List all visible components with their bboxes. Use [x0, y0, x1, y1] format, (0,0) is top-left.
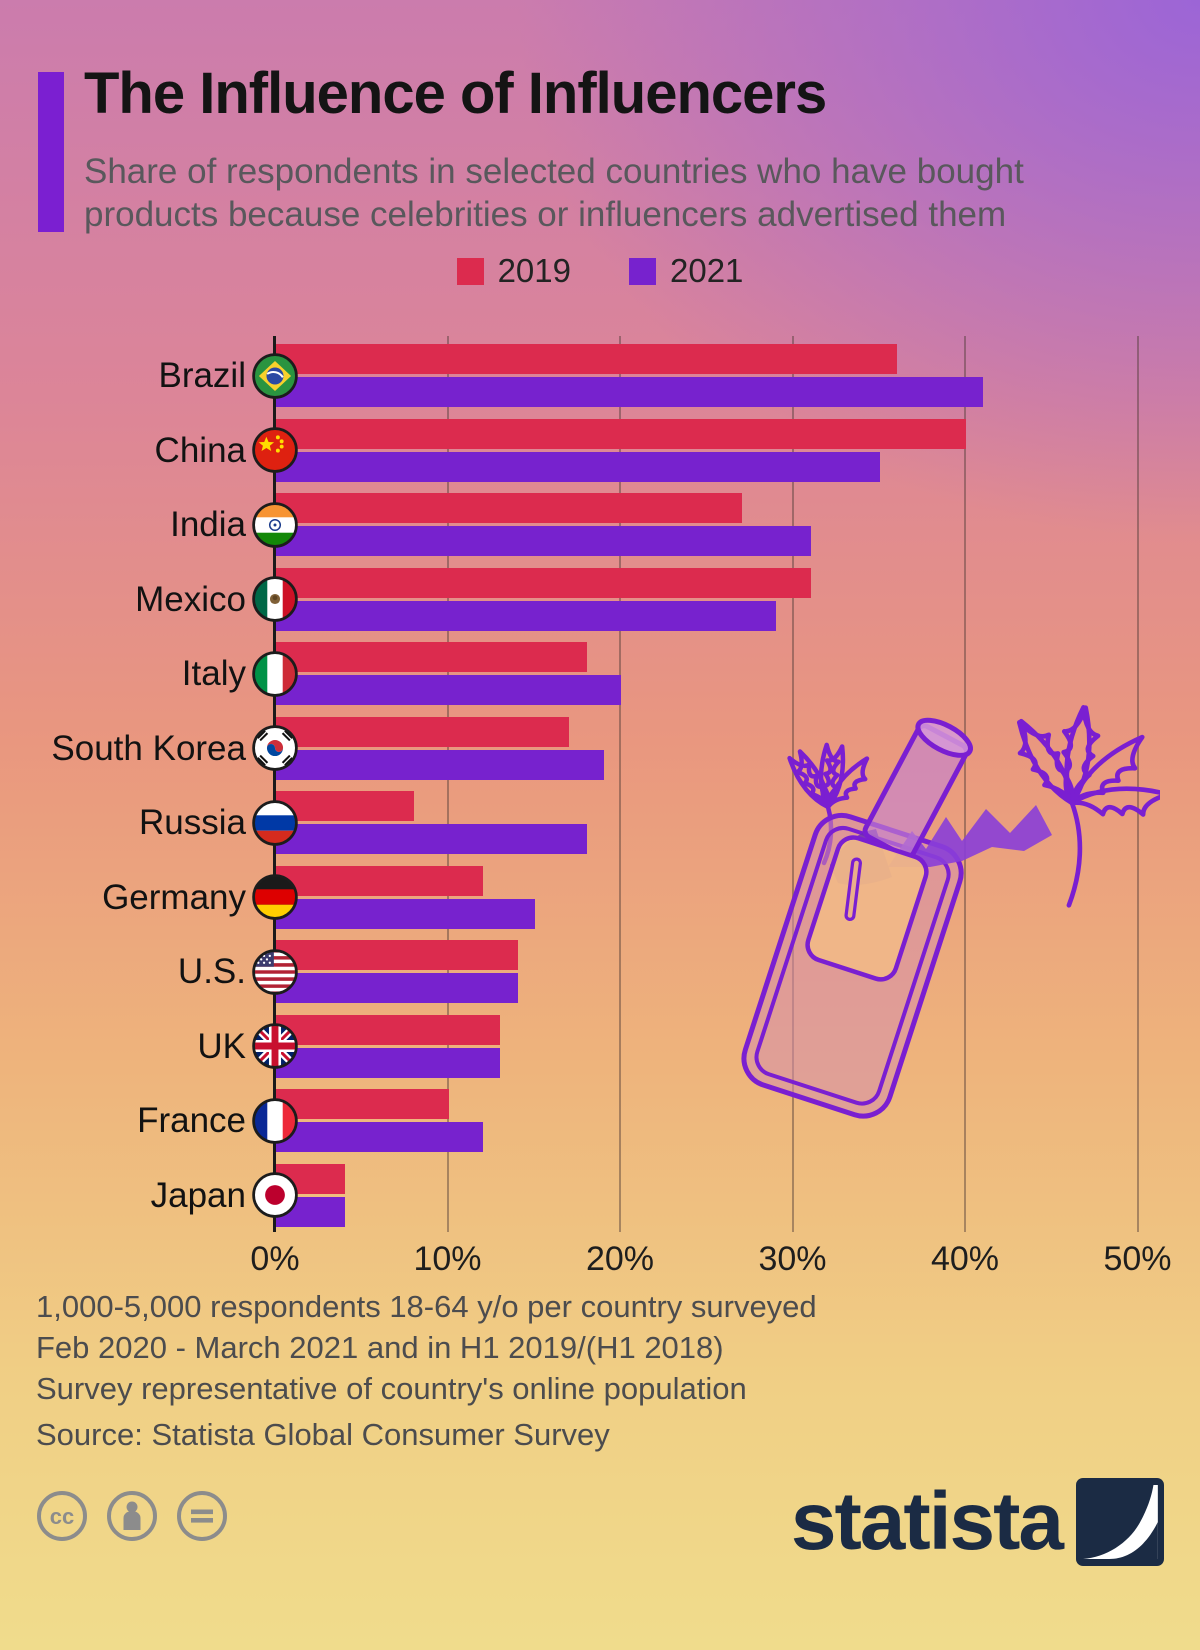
- gridline-50: [1136, 336, 1139, 1232]
- country-label-mexico: Mexico: [135, 579, 246, 619]
- country-label-japan: Japan: [150, 1175, 246, 1215]
- flag-u-s-icon: [252, 948, 298, 995]
- country-label-south-korea: South Korea: [51, 728, 246, 768]
- title-accent-bar: [38, 72, 64, 232]
- bar-2021-u-s: [276, 973, 518, 1003]
- bar-2019-u-s: [276, 940, 518, 970]
- statista-logo-mark-icon: [1076, 1478, 1164, 1566]
- y-axis-line: [273, 336, 276, 1232]
- bar-2021-uk: [276, 1047, 500, 1078]
- country-label-brazil: Brazil: [158, 356, 246, 395]
- bar-2019-mexico: [276, 567, 811, 598]
- no-derivatives-icon: [177, 1491, 227, 1541]
- x-tick-30: 30%: [758, 1240, 827, 1278]
- bar-2021-russia: [276, 824, 587, 854]
- bar-2021-india: [276, 526, 811, 556]
- country-label-germany: Germany: [102, 877, 246, 917]
- x-tick-10: 10%: [413, 1240, 482, 1278]
- flag-russia-icon: [252, 799, 298, 846]
- chart-legend: 2019 2021: [0, 252, 1200, 290]
- country-label-uk: UK: [197, 1026, 246, 1066]
- flag-uk-icon: [252, 1023, 298, 1069]
- lipstick-case: [805, 835, 929, 982]
- gridline-30: [791, 336, 794, 1232]
- bar-2021-south-korea: [276, 749, 604, 780]
- legend-swatch-2019: [456, 257, 484, 285]
- attribution-icon: [107, 1491, 157, 1541]
- legend-swatch-2021: [629, 257, 656, 285]
- footnote-period: Feb 2020 - March 2021 and in H1 2019/(H1…: [36, 1330, 724, 1365]
- flag-germany-icon: [252, 874, 298, 920]
- statista-logo: statista: [791, 1478, 1164, 1566]
- page-subtitle: Share of respondents in selected countri…: [84, 150, 1024, 236]
- x-tick-20: 20%: [585, 1240, 655, 1278]
- country-label-italy: Italy: [181, 654, 246, 693]
- bar-2019-india: [276, 493, 742, 523]
- country-label-france: France: [137, 1101, 246, 1140]
- bar-2019-brazil: [276, 344, 897, 374]
- legend-label-2019: 2019: [497, 252, 571, 289]
- country-label-china: China: [154, 430, 246, 470]
- bar-2021-brazil: [276, 377, 983, 407]
- bar-2021-china: [276, 451, 880, 482]
- splash-right-shape: [888, 805, 1052, 867]
- gridline-40: [964, 336, 966, 1232]
- x-tick-50: 50%: [1103, 1240, 1172, 1278]
- footnote-respondents: 1,000-5,000 respondents 18-64 y/o per co…: [36, 1289, 817, 1324]
- bar-2021-france: [276, 1122, 483, 1152]
- bar-2019-france: [276, 1089, 449, 1119]
- legend-item-2019: 2019: [456, 252, 571, 290]
- page-subtitle-line1: Share of respondents in selected countri…: [84, 152, 1024, 191]
- flag-france-icon: [252, 1097, 298, 1144]
- flag-china-icon: [252, 427, 298, 473]
- source-line: Source: Statista Global Consumer Survey: [36, 1417, 610, 1452]
- legend-label-2021: 2021: [670, 252, 744, 289]
- country-label-india: India: [170, 505, 246, 544]
- svg-text:cc: cc: [50, 1504, 74, 1529]
- flag-japan-icon: [252, 1172, 298, 1218]
- bar-2019-italy: [276, 642, 587, 672]
- x-tick-0: 0%: [250, 1240, 300, 1278]
- bar-2021-italy: [276, 675, 621, 705]
- bar-2019-uk: [276, 1014, 500, 1045]
- country-label-russia: Russia: [139, 803, 246, 842]
- flag-india-icon: [252, 501, 298, 548]
- bar-2019-germany: [276, 865, 483, 896]
- flag-mexico-icon: [252, 576, 298, 622]
- flag-brazil-icon: [252, 352, 298, 399]
- footnote-survey: Survey representative of country's onlin…: [36, 1371, 747, 1406]
- legend-item-2021: 2021: [629, 252, 743, 290]
- license-badges: cc: [36, 1490, 228, 1542]
- page-title: The Influence of Influencers: [84, 61, 827, 126]
- palm-tree-right-icon: [999, 707, 1160, 908]
- phone-palms-illustration: [741, 635, 1160, 1119]
- bar-2021-mexico: [276, 600, 776, 631]
- bar-2019-south-korea: [276, 716, 569, 747]
- flag-italy-icon: [252, 650, 298, 697]
- country-label-u-s: U.S.: [177, 952, 246, 991]
- gridline-20: [619, 336, 621, 1232]
- gridline-10: [446, 336, 449, 1232]
- page-subtitle-line2: products because celebrities or influenc…: [84, 195, 1007, 234]
- flag-south-korea-icon: [252, 725, 298, 771]
- statista-logo-text: statista: [790, 1476, 1064, 1567]
- bar-2019-russia: [276, 791, 414, 821]
- bar-2021-germany: [276, 898, 535, 929]
- bar-2019-china: [276, 418, 966, 449]
- x-tick-40: 40%: [930, 1240, 1000, 1278]
- cc-icon: cc: [37, 1491, 87, 1541]
